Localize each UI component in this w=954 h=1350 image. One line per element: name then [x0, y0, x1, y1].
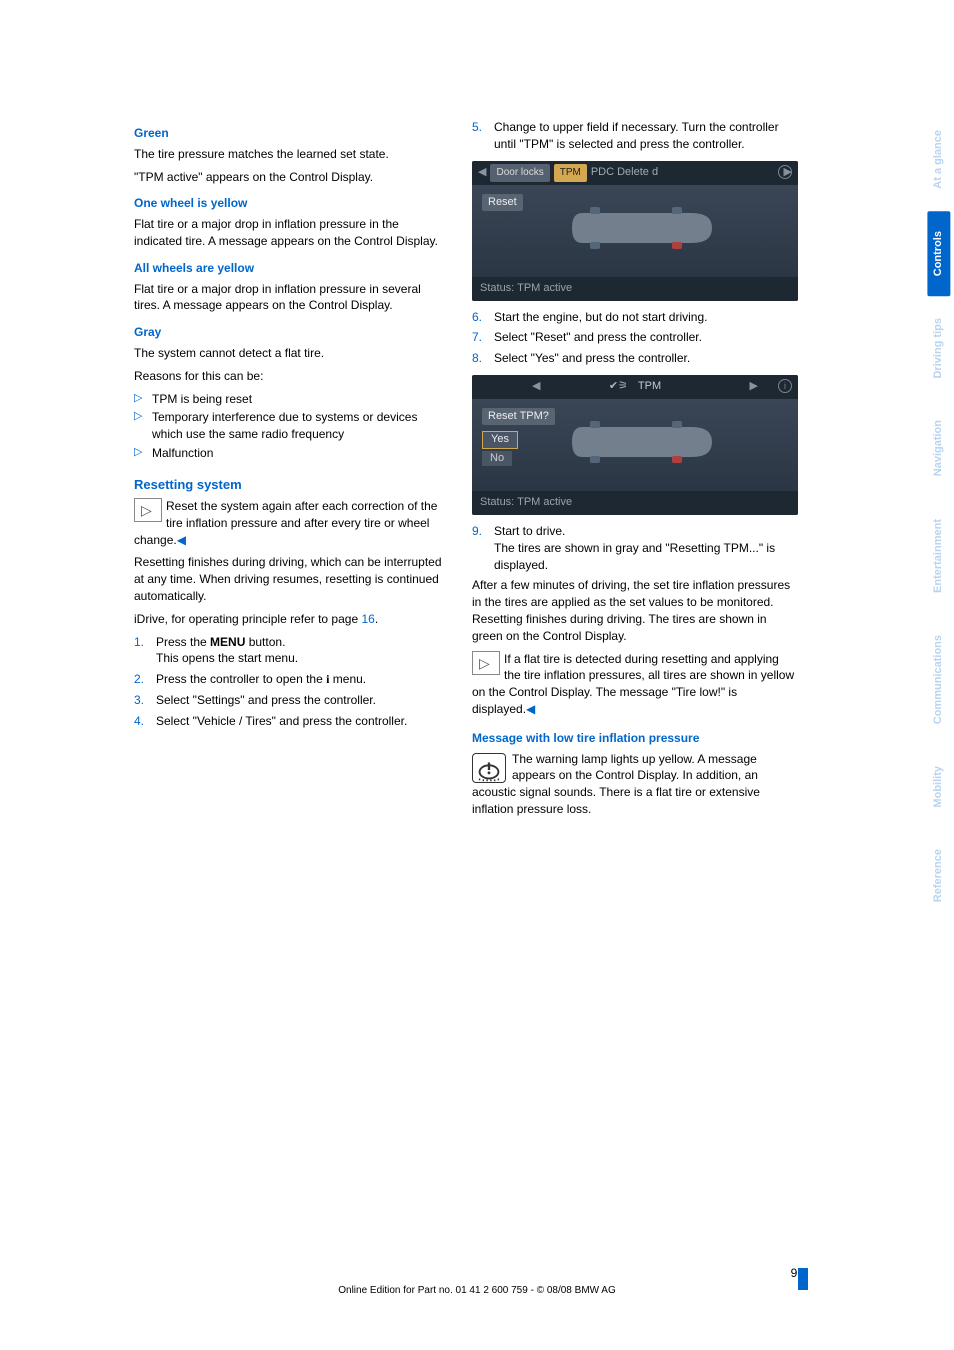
reset-label: Reset [482, 193, 523, 215]
arrow-left-icon: ◀ [478, 165, 486, 180]
info-icon: i [778, 379, 792, 393]
tab-entertainment[interactable]: Entertainment [927, 499, 950, 613]
end-marker-icon: ◀ [177, 533, 186, 547]
step-1: 1. Press the MENU button. This opens the… [134, 634, 444, 668]
info-icon: i [778, 165, 792, 179]
text: The system cannot detect a flat tire. [134, 345, 444, 362]
tabs-rest: PDC Delete d [591, 165, 658, 180]
warning-lamp-icon [472, 753, 506, 783]
reset-steps-b: 6.Start the engine, but do not start dri… [472, 309, 798, 367]
footer-bar-icon [798, 1268, 808, 1290]
heading-one-wheel: One wheel is yellow [134, 195, 444, 212]
text: Flat tire or a major drop in inflation p… [134, 281, 444, 315]
text: Resetting finishes during driving, which… [134, 554, 444, 604]
tab-communications[interactable]: Communications [927, 615, 950, 744]
list-item: TPM is being reset [134, 391, 444, 408]
list-item: Temporary interference due to systems or… [134, 409, 444, 443]
tab-driving-tips[interactable]: Driving tips [927, 298, 950, 399]
tpm-label: TPM [638, 379, 661, 394]
heading-all-wheels: All wheels are yellow [134, 260, 444, 277]
step-6: 6.Start the engine, but do not start dri… [472, 309, 798, 326]
tab-reference[interactable]: Reference [927, 829, 950, 922]
idrive-screenshot-2: ◀ ✔⚞ TPM ▶ i Reset TPM? Yes No [472, 375, 798, 515]
tab-controls[interactable]: Controls [927, 211, 950, 296]
text: iDrive, for operating principle refer to… [134, 611, 444, 628]
step-number: 3. [134, 692, 144, 709]
note-icon [134, 498, 162, 522]
check-car-icon: ✔⚞ [609, 379, 628, 394]
heading-green: Green [134, 125, 444, 142]
step-9: 9. Start to drive. The tires are shown i… [472, 523, 798, 573]
end-marker-icon: ◀ [526, 702, 535, 716]
page-footer: 93 Online Edition for Part no. 01 41 2 6… [0, 1265, 954, 1290]
tab-navigation[interactable]: Navigation [927, 400, 950, 496]
text: Flat tire or a major drop in inflation p… [134, 216, 444, 250]
tab-tpm-active: TPM [554, 164, 587, 182]
no-option: No [482, 451, 512, 466]
step-sub: The tires are shown in gray and "Resetti… [494, 541, 775, 572]
text: Reasons for this can be: [134, 368, 444, 385]
reset-steps-cont: 5. Change to upper field if necessary. T… [472, 119, 798, 153]
arrow-left-icon: ◀ [532, 379, 540, 394]
step-sub: This opens the start menu. [156, 651, 298, 665]
warning-note: The warning lamp lights up yellow. A mes… [472, 751, 798, 818]
step-4: 4. Select "Vehicle / Tires" and press th… [134, 713, 444, 730]
tab-at-a-glance[interactable]: At a glance [927, 110, 950, 209]
heading-message-low: Message with low tire inflation pressure [472, 730, 798, 747]
status-bar: Status: TPM active [472, 491, 798, 515]
yes-option: Yes [482, 431, 518, 448]
idrive-screenshot-1: ◀ Door locks TPM PDC Delete d ▶ i Reset [472, 161, 798, 301]
reset-steps: 1. Press the MENU button. This opens the… [134, 634, 444, 730]
step-5: 5. Change to upper field if necessary. T… [472, 119, 798, 153]
gray-reason-list: TPM is being reset Temporary interferenc… [134, 391, 444, 462]
arrow-right-icon: ▶ [750, 379, 758, 394]
tab-mobility[interactable]: Mobility [927, 746, 950, 828]
footer-text: Online Edition for Part no. 01 41 2 600 … [338, 1285, 616, 1296]
step-number: 4. [134, 713, 144, 730]
text: "TPM active" appears on the Control Disp… [134, 169, 444, 186]
reset-steps-c: 9. Start to drive. The tires are shown i… [472, 523, 798, 573]
heading-resetting: Resetting system [134, 476, 444, 494]
flat-tire-note: If a flat tire is detected during resett… [472, 651, 798, 718]
step-number: 2. [134, 671, 144, 688]
status-bar: Status: TPM active [472, 277, 798, 301]
reset-note: Reset the system again after each correc… [134, 498, 444, 548]
step-8: 8.Select "Yes" and press the controller. [472, 350, 798, 367]
list-item: Malfunction [134, 445, 444, 462]
step-number: 5. [472, 119, 482, 136]
step-7: 7.Select "Reset" and press the controlle… [472, 329, 798, 346]
reset-tpm-prompt: Reset TPM? Yes No [482, 407, 555, 466]
step-3: 3. Select "Settings" and press the contr… [134, 692, 444, 709]
step-2: 2. Press the controller to open the i me… [134, 671, 444, 688]
side-nav-tabs: At a glance Controls Driving tips Naviga… [927, 110, 950, 925]
step-number: 1. [134, 634, 144, 651]
text: After a few minutes of driving, the set … [472, 577, 798, 644]
text: The tire pressure matches the learned se… [134, 146, 444, 163]
note-icon [472, 651, 500, 675]
heading-gray: Gray [134, 324, 444, 341]
tab-doorlocks: Door locks [490, 164, 549, 182]
page-link[interactable]: 16 [361, 612, 374, 626]
car-diagram [562, 417, 722, 467]
car-diagram [562, 203, 722, 253]
